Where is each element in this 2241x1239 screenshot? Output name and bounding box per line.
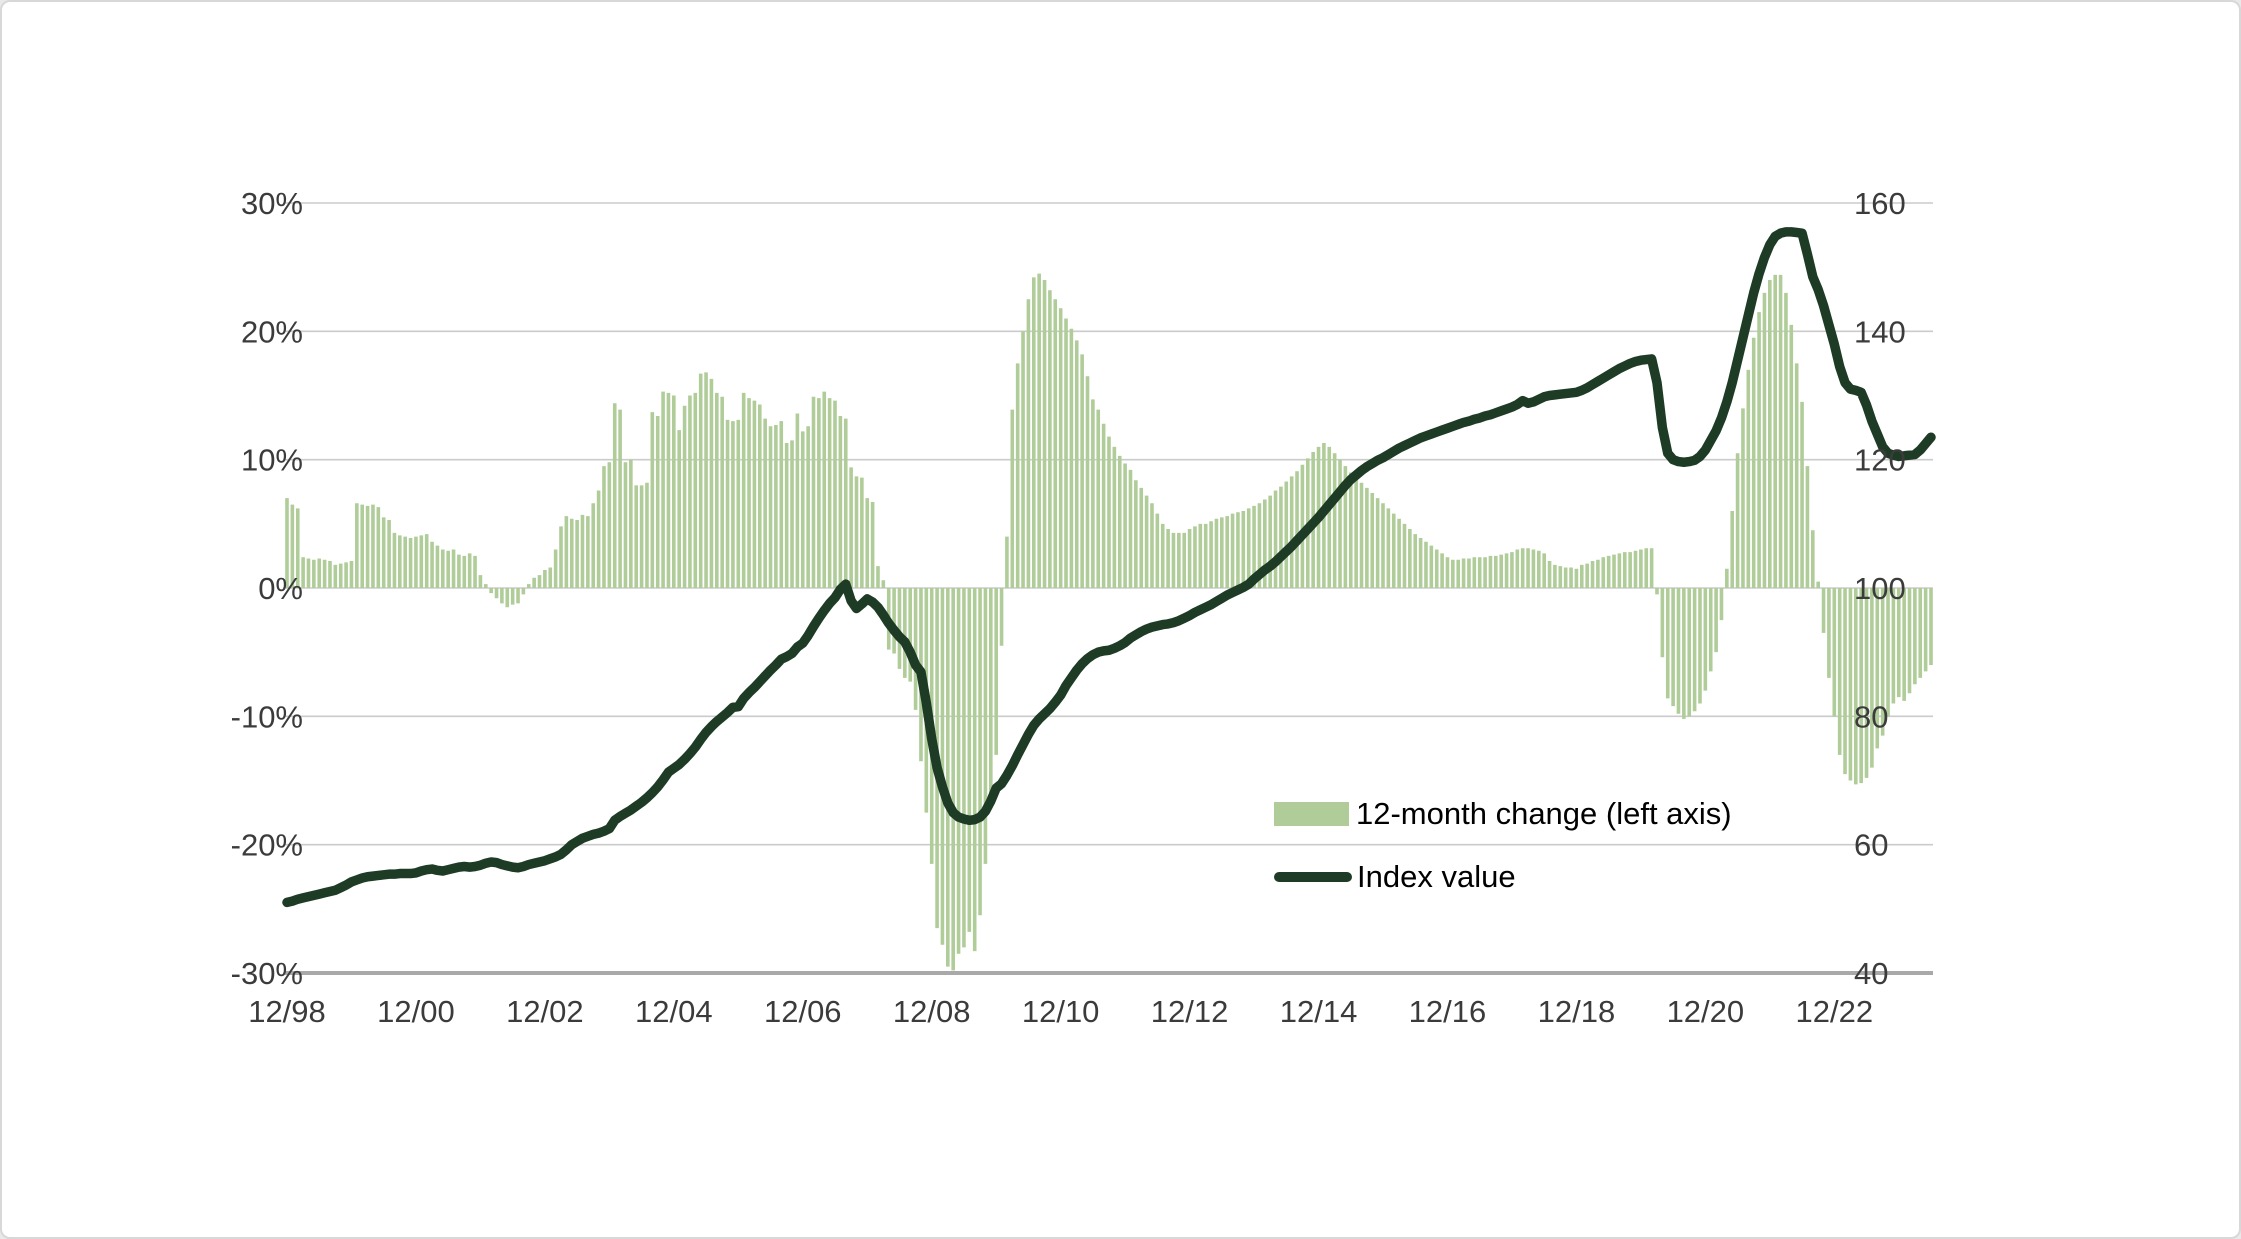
left-axis-tick: 10% bbox=[241, 443, 303, 478]
index-value-line bbox=[282, 227, 1936, 908]
x-axis-tick: 12/00 bbox=[377, 994, 455, 1029]
x-axis-tick: 12/14 bbox=[1280, 994, 1358, 1029]
x-axis-tick: 12/06 bbox=[764, 994, 842, 1029]
right-axis-tick: 40 bbox=[1854, 956, 1888, 991]
x-axis-tick: 12/12 bbox=[1151, 994, 1229, 1029]
x-axis-tick: 12/02 bbox=[506, 994, 584, 1029]
x-axis-tick: 12/20 bbox=[1667, 994, 1745, 1029]
bars-12-month-change bbox=[285, 273, 1933, 971]
left-axis-tick: -10% bbox=[231, 699, 303, 734]
legend-label-line: Index value bbox=[1357, 859, 1516, 894]
left-axis-tick: 20% bbox=[241, 314, 303, 349]
right-axis-tick: 80 bbox=[1854, 699, 1888, 734]
right-axis-tick: 120 bbox=[1854, 443, 1906, 478]
left-axis-tick: -30% bbox=[231, 956, 303, 991]
right-axis-tick: 140 bbox=[1854, 314, 1906, 349]
left-axis-tick: -20% bbox=[231, 828, 303, 863]
right-axis-tick: 100 bbox=[1854, 571, 1906, 606]
legend-item-line: Index value bbox=[1274, 855, 1834, 899]
bar-swatch-icon bbox=[1274, 802, 1349, 826]
chart-legend: 12-month change (left axis) Index value bbox=[1274, 792, 1834, 899]
right-axis-tick: 160 bbox=[1854, 186, 1906, 221]
right-axis-tick: 60 bbox=[1854, 828, 1888, 863]
x-axis-tick: 12/18 bbox=[1538, 994, 1616, 1029]
left-axis-tick: 0% bbox=[258, 571, 303, 606]
left-axis-tick: 30% bbox=[241, 186, 303, 221]
legend-item-bars: 12-month change (left axis) bbox=[1274, 792, 1834, 836]
legend-label-bars: 12-month change (left axis) bbox=[1356, 796, 1732, 831]
x-axis-tick: 12/10 bbox=[1022, 994, 1100, 1029]
x-axis-tick: 12/98 bbox=[248, 994, 326, 1029]
x-axis-tick: 12/16 bbox=[1409, 994, 1487, 1029]
x-axis-tick: 12/08 bbox=[893, 994, 971, 1029]
line-swatch-icon bbox=[1274, 872, 1352, 882]
x-axis-tick: 12/04 bbox=[635, 994, 713, 1029]
x-axis-tick: 12/22 bbox=[1796, 994, 1874, 1029]
